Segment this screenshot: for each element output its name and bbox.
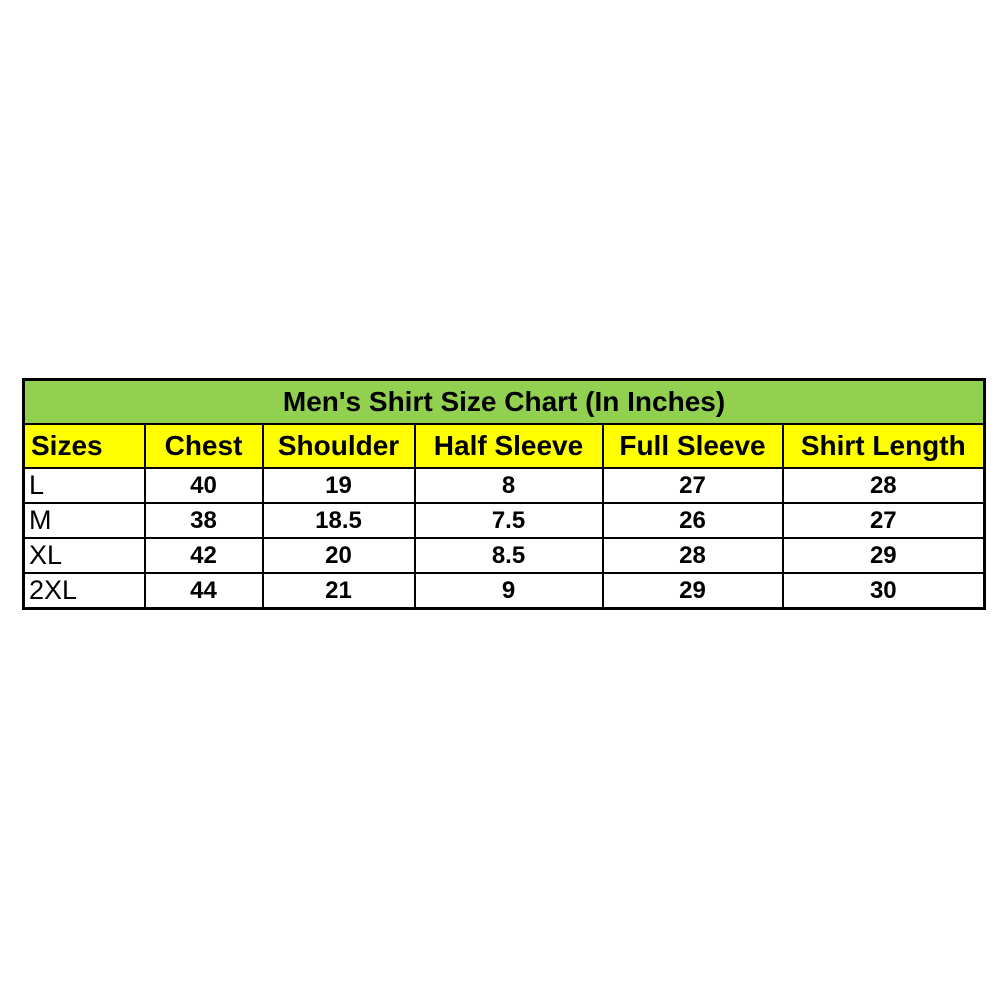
cell-full-sleeve: 28 — [601, 537, 784, 574]
column-header-shirt-length: Shirt Length — [781, 423, 986, 469]
cell-chest: 40 — [143, 467, 264, 504]
column-header-chest: Chest — [143, 423, 264, 469]
cell-full-sleeve: 29 — [601, 572, 784, 610]
column-header-shoulder: Shoulder — [261, 423, 416, 469]
cell-half-sleeve: 9 — [413, 572, 604, 610]
cell-shoulder: 18.5 — [261, 502, 416, 539]
cell-half-sleeve: 7.5 — [413, 502, 604, 539]
cell-chest: 42 — [143, 537, 264, 574]
cell-shirt-length: 27 — [781, 502, 986, 539]
cell-chest: 38 — [143, 502, 264, 539]
cell-shoulder: 20 — [261, 537, 416, 574]
cell-shirt-length: 30 — [781, 572, 986, 610]
title-row: Men's Shirt Size Chart (In Inches) — [22, 378, 986, 425]
table-row-l: L 40 19 8 27 28 — [22, 467, 986, 504]
size-label: XL — [22, 537, 146, 574]
size-label: L — [22, 467, 146, 504]
cell-half-sleeve: 8 — [413, 467, 604, 504]
cell-full-sleeve: 27 — [601, 467, 784, 504]
table-row-xl: XL 42 20 8.5 28 29 — [22, 537, 986, 574]
cell-chest: 44 — [143, 572, 264, 610]
cell-half-sleeve: 8.5 — [413, 537, 604, 574]
table-row-m: M 38 18.5 7.5 26 27 — [22, 502, 986, 539]
chart-title: Men's Shirt Size Chart (In Inches) — [22, 378, 986, 425]
cell-full-sleeve: 26 — [601, 502, 784, 539]
table-row-2xl: 2XL 44 21 9 29 30 — [22, 572, 986, 610]
size-label: M — [22, 502, 146, 539]
column-header-sizes: Sizes — [22, 423, 146, 469]
column-header-full-sleeve: Full Sleeve — [601, 423, 784, 469]
header-row: Sizes Chest Shoulder Half Sleeve Full Sl… — [22, 423, 986, 469]
size-chart-table: Men's Shirt Size Chart (In Inches) Sizes… — [22, 378, 987, 610]
cell-shirt-length: 29 — [781, 537, 986, 574]
column-header-half-sleeve: Half Sleeve — [413, 423, 604, 469]
cell-shirt-length: 28 — [781, 467, 986, 504]
cell-shoulder: 19 — [261, 467, 416, 504]
cell-shoulder: 21 — [261, 572, 416, 610]
size-label: 2XL — [22, 572, 146, 610]
